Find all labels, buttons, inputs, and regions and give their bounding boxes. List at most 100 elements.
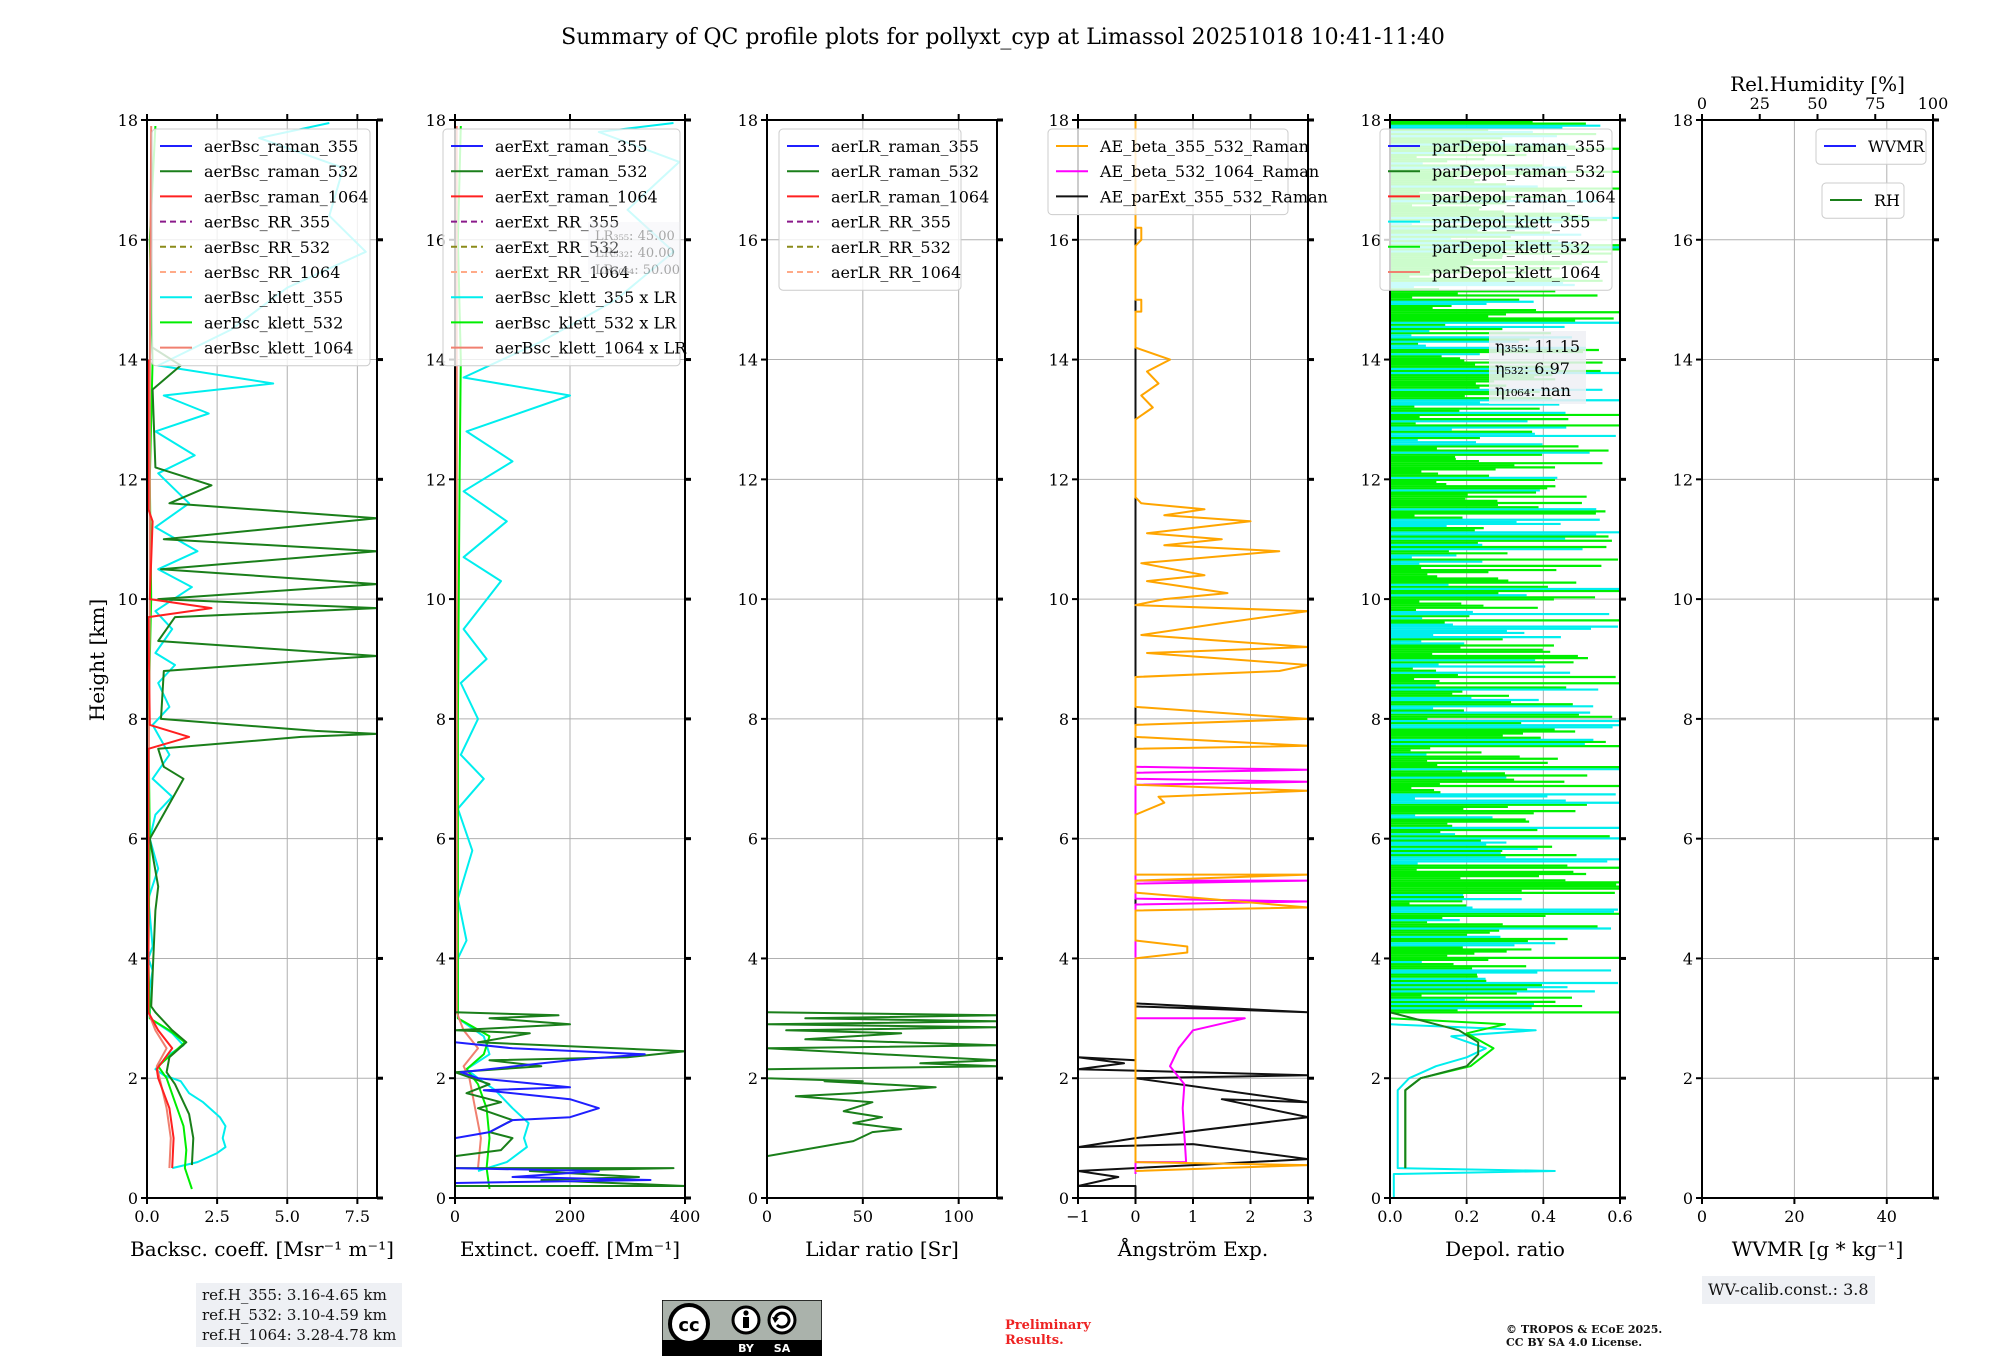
legend-label: aerLR_raman_1064 — [831, 187, 989, 206]
y-tick-label: 4 — [1371, 949, 1381, 968]
plot-area — [767, 1011, 997, 1158]
top-x-tick-label: 100 — [1918, 94, 1949, 113]
legend-label: parDepol_raman_1064 — [1432, 187, 1616, 206]
y-tick-label: 18 — [1673, 111, 1693, 130]
top-x-tick-label: 25 — [1750, 94, 1770, 113]
legend-label: parDepol_raman_532 — [1432, 162, 1605, 181]
cc-by-sa-license-badge[interactable]: cc BY SA — [662, 1300, 822, 1356]
y-tick-label: 8 — [1683, 710, 1693, 729]
preliminary-results-note: Preliminary Results. — [1005, 1318, 1091, 1348]
preliminary-line-1: Preliminary — [1005, 1318, 1091, 1333]
x-tick-label: 0.0 — [1377, 1207, 1402, 1226]
y-tick-label: 6 — [748, 830, 758, 849]
y-tick-label: 4 — [748, 949, 758, 968]
series-aerBsc_klett_355 — [147, 122, 367, 1170]
legend-frame — [1815, 128, 1927, 165]
x-axis-label: Lidar ratio [Sr] — [805, 1237, 959, 1261]
x-tick-label: 0 — [1130, 1207, 1140, 1226]
y-tick-label: 10 — [1049, 590, 1069, 609]
legend-label: WVMR — [1868, 137, 1925, 156]
x-axis-label: Extinct. coeff. [Mm⁻¹] — [460, 1237, 680, 1261]
y-tick-label: 6 — [436, 830, 446, 849]
y-tick-label: 2 — [1059, 1069, 1069, 1088]
legend-label: aerBsc_raman_355 — [204, 137, 358, 156]
legend-label: aerLR_raman_355 — [831, 137, 979, 156]
legend-label: aerBsc_raman_532 — [204, 162, 358, 181]
legend-label: aerExt_RR_1064 — [495, 263, 630, 282]
y-tick-label: 18 — [118, 111, 138, 130]
reference-height-box: ref.H_355: 3.16-4.65 km ref.H_532: 3.10-… — [196, 1283, 403, 1347]
legend: parDepol_raman_355 parDepol_raman_532 parD… — [1379, 128, 1616, 291]
legend-frame — [151, 128, 371, 367]
y-tick-label: 18 — [1049, 111, 1069, 130]
cc-icon: cc — [668, 1303, 710, 1345]
y-tick-label: 12 — [1361, 470, 1381, 489]
legend: aerLR_raman_355 aerLR_raman_532 aerLR_rama… — [778, 128, 989, 291]
ref-height-1064: ref.H_1064: 3.28-4.78 km — [202, 1326, 397, 1344]
legend-label: AE_beta_532_1064_Raman — [1099, 162, 1319, 181]
preliminary-line-2: Results. — [1005, 1333, 1064, 1348]
y-tick-label: 0 — [436, 1189, 446, 1208]
legend-label: aerBsc_klett_355 — [204, 288, 343, 307]
lidar-ratio-value: LR₃₅₅: 45.00 — [595, 229, 675, 244]
legend-frame — [778, 128, 962, 291]
top-x-tick-label: 0 — [1697, 94, 1707, 113]
y-tick-label: 8 — [1371, 710, 1381, 729]
series-aerBsc_klett_1064 x LR — [455, 126, 482, 1169]
y-tick-label: 10 — [1673, 590, 1693, 609]
x-tick-label: 2 — [1245, 1207, 1255, 1226]
y-tick-label: 12 — [1673, 470, 1693, 489]
x-tick-label: 3 — [1303, 1207, 1313, 1226]
x-tick-label: 40 — [1877, 1207, 1897, 1226]
eta-value: η₅₃₂: 6.97 — [1495, 359, 1570, 378]
x-axis-label: Backsc. coeff. [Msr⁻¹ m⁻¹] — [130, 1237, 394, 1261]
x-tick-label: 7.5 — [345, 1207, 370, 1226]
y-tick-label: 0 — [1059, 1189, 1069, 1208]
lidar-ratio-value: LR₅₃₂: 40.00 — [595, 246, 675, 261]
y-tick-label: 12 — [426, 470, 446, 489]
wv-calibration-box: WV-calib.const.: 3.8 — [1702, 1276, 1875, 1304]
series-aerBsc_raman_532 — [148, 346, 377, 1166]
legend-label: aerExt_raman_532 — [495, 162, 648, 181]
share-alike-icon — [767, 1305, 797, 1335]
x-tick-label: 0.2 — [1454, 1207, 1479, 1226]
svg-text:cc: cc — [678, 1315, 699, 1336]
legend-frame — [442, 128, 681, 367]
panel-bsc: 0 2 4 6 8 10 12 14 16 18 0.0 2.5 5.0 7.5 Backsc. coeff… — [118, 111, 394, 1261]
legend-label: aerBsc_klett_532 x LR — [495, 313, 677, 332]
x-axis-label: Ångström Exp. — [1117, 1236, 1268, 1261]
x-tick-label: 1 — [1188, 1207, 1198, 1226]
y-tick-label: 4 — [128, 949, 138, 968]
axes: 0 2 4 6 8 10 12 14 16 18 0.0 2.5 5.0 7.5 Backsc. coeff… — [118, 111, 394, 1261]
x-tick-label: 100 — [943, 1207, 974, 1226]
legend-wvmr: WVMR — [1815, 128, 1927, 165]
legend: AE_beta_355_532_Raman AE_beta_532_1064_Ra… — [1047, 128, 1328, 216]
grid — [1702, 120, 1933, 1198]
y-tick-label: 6 — [1059, 830, 1069, 849]
legend-label: parDepol_klett_1064 — [1432, 263, 1601, 282]
legend: aerExt_raman_355 aerExt_raman_532 aerExt_r… — [442, 128, 687, 367]
series-AE_beta_532_1064_Raman — [1134, 765, 1308, 1174]
x-tick-label: −1 — [1066, 1207, 1090, 1226]
y-tick-label: 8 — [128, 710, 138, 729]
axes: 0 2 4 6 8 10 12 14 16 18 0.0 0.2 0.4 0.6 Depol. ratio — [1361, 111, 1633, 1261]
y-tick-label: 8 — [1059, 710, 1069, 729]
x-tick-label: 400 — [670, 1207, 701, 1226]
legend-label: parDepol_klett_355 — [1432, 213, 1590, 232]
x-tick-label: 0.0 — [134, 1207, 159, 1226]
series-aerBsc_raman_1064 — [147, 359, 213, 1169]
ref-height-532: ref.H_532: 3.10-4.59 km — [202, 1306, 387, 1324]
y-tick-label: 8 — [748, 710, 758, 729]
y-tick-label: 14 — [1049, 351, 1069, 370]
legend-frame — [1047, 128, 1289, 216]
y-tick-label: 16 — [738, 231, 758, 250]
y-tick-label: 6 — [1683, 830, 1693, 849]
y-tick-label: 0 — [1371, 1189, 1381, 1208]
y-tick-label: 12 — [1049, 470, 1069, 489]
y-tick-label: 16 — [1673, 231, 1693, 250]
grid — [1078, 120, 1308, 1198]
